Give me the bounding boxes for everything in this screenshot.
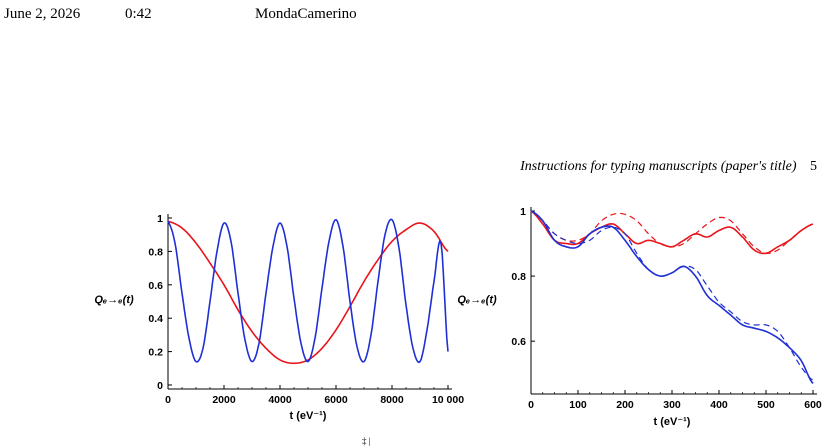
chart1-series-blue-solid-line — [167, 218, 449, 364]
chart2-y-tick-label: 0.6 — [511, 336, 526, 348]
chart2-x-tick-label: 200 — [616, 399, 634, 411]
chart2-x-tick-label: 0 — [528, 399, 534, 411]
chart1-x-tick-label: 0 — [165, 394, 171, 406]
chart1-x-tick-label: 6000 — [324, 394, 348, 406]
chart1-x-tick-label: 4000 — [268, 394, 292, 406]
running-head-title: Instructions for typing manuscripts (pap… — [520, 159, 797, 174]
chart1-y-tick-label: 0.6 — [148, 280, 163, 292]
chart2-x-tick-label: 500 — [757, 399, 775, 411]
chart2-series-blue-dashed-line — [530, 210, 814, 381]
footnote-mark: ‡ | — [362, 436, 371, 446]
chart2-y-tick-label: 1 — [520, 206, 526, 218]
chart2-x-axis-label: t (eV⁻¹) — [654, 416, 691, 428]
chart2-series-red-dashed-line — [530, 210, 814, 254]
chart1-y-tick-label: 1 — [157, 213, 163, 225]
chart1-x-axis-label: t (eV⁻¹) — [290, 410, 327, 422]
chart1-y-tick-label: 0.2 — [148, 347, 163, 359]
page-number: 5 — [810, 159, 817, 174]
chart1-series-red-solid-line — [167, 220, 449, 365]
chart2-y-tick-label: 0.8 — [511, 271, 526, 283]
header-time: 0:42 — [125, 6, 152, 22]
chart1-x-tick-label: 2000 — [212, 394, 236, 406]
chart2-y-axis-label: Qₑ→ₑ(t) — [457, 294, 497, 306]
chart1-y-tick-label: 0 — [157, 380, 163, 392]
header-date: June 2, 2026 — [4, 6, 81, 22]
chart1-x-tick-label: 8000 — [380, 394, 404, 406]
running-head: Instructions for typing manuscripts (pap… — [520, 159, 817, 175]
header-filename: MondaCamerino — [255, 6, 357, 22]
chart2-series-blue-solid-line — [530, 210, 814, 384]
chart2-x-tick-label: 600 — [804, 399, 822, 411]
chart1-y-tick-label: 0.4 — [148, 313, 163, 325]
chart2-x-tick-label: 400 — [710, 399, 728, 411]
chart1-x-tick-label: 10 000 — [432, 394, 464, 406]
chart2-x-tick-label: 100 — [569, 399, 587, 411]
chart1-y-axis-label: Qₑ→ₑ(t) — [94, 294, 134, 306]
chart1-y-tick-label: 0.8 — [148, 246, 163, 258]
chart2-x-tick-label: 300 — [663, 399, 681, 411]
